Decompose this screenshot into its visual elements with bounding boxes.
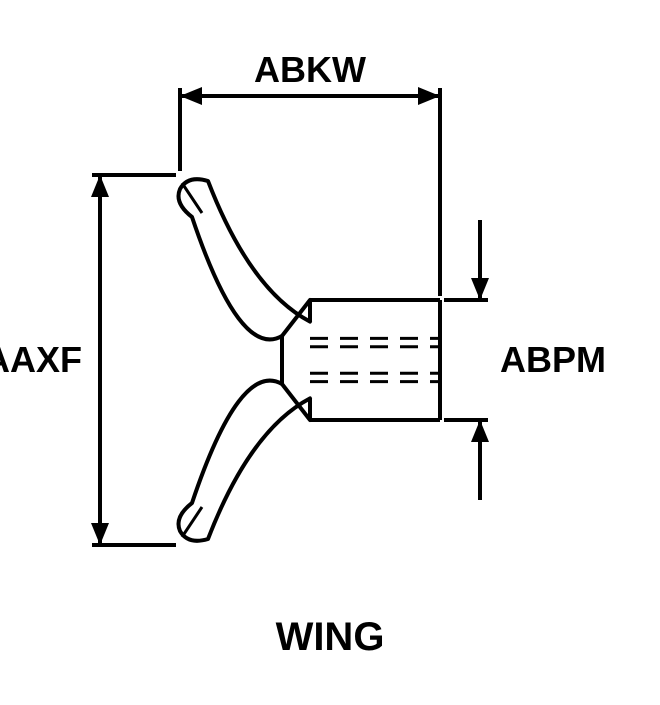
dim-left-label: AAXF (0, 339, 82, 380)
dim-right-label: ABPM (500, 339, 606, 380)
wing-nut-diagram: ABKW AAXF ABPM WING (0, 0, 660, 705)
dim-top-label: ABKW (254, 49, 366, 90)
figure-title: WING (276, 615, 385, 659)
